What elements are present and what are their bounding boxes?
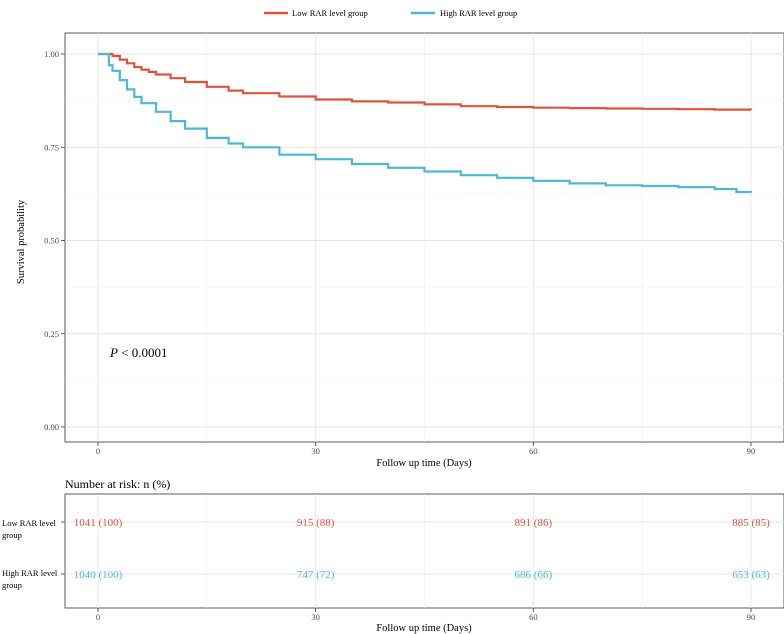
main-grid: [65, 33, 784, 442]
risk-value: 1041 (100): [74, 517, 123, 529]
risk-table-x-axis-title: Follow up time (Days): [376, 623, 472, 634]
y-tick-label: 0.75: [44, 142, 59, 152]
risk-x-tick-label: 0: [96, 612, 100, 622]
x-tick-label: 90: [747, 446, 756, 456]
x-tick-label: 60: [529, 446, 538, 456]
risk-value: 653 (63): [732, 569, 770, 581]
y-tick-label: 1.00: [44, 49, 59, 59]
p-value-italic: P: [109, 345, 118, 360]
risk-row-label-high-1: High RAR level: [2, 568, 58, 578]
risk-x-tick-label: 60: [529, 612, 538, 622]
x-tick-label: 0: [96, 446, 100, 456]
survival-curve-low: [98, 52, 753, 111]
y-axis-title: Survival probability: [16, 199, 27, 284]
y-tick-label: 0.25: [44, 329, 59, 339]
risk-table-grid: [65, 494, 784, 608]
p-value-rest: < 0.0001: [118, 345, 168, 360]
risk-value: 915 (88): [297, 517, 335, 529]
x-tick-label: 30: [311, 446, 320, 456]
legend: Low RAR level group High RAR level group: [264, 8, 517, 18]
legend-label-low: Low RAR level group: [292, 8, 368, 18]
risk-value: 885 (85): [732, 517, 770, 529]
risk-table-ticks: 0 30 60 90: [61, 521, 756, 622]
survival-curve-high: [98, 52, 753, 194]
risk-value: 1040 (100): [74, 569, 123, 581]
risk-table-values: 1041 (100) 915 (88) 891 (86) 885 (85) 1040 (…: [74, 517, 770, 581]
risk-row-label-high-2: group: [2, 580, 22, 590]
risk-row-label-low-1: Low RAR level: [2, 518, 56, 528]
survival-curves: [98, 52, 753, 194]
legend-label-high: High RAR level group: [440, 8, 517, 18]
risk-table-title: Number at risk: n (%): [65, 477, 170, 491]
risk-x-tick-label: 30: [311, 612, 320, 622]
y-tick-label: 0.50: [44, 236, 59, 246]
risk-row-label-low-2: group: [2, 530, 22, 540]
risk-value: 747 (72): [297, 569, 335, 581]
risk-value: 686 (66): [515, 569, 553, 581]
risk-x-tick-label: 90: [747, 612, 756, 622]
risk-value: 891 (86): [515, 517, 553, 529]
y-tick-label: 0.00: [44, 422, 59, 432]
p-value-annotation: P < 0.0001: [109, 345, 168, 360]
main-ticks: 0 30 60 90 0.00 0.25 0.50 0.75 1.00: [44, 49, 755, 456]
x-axis-title: Follow up time (Days): [376, 458, 472, 469]
